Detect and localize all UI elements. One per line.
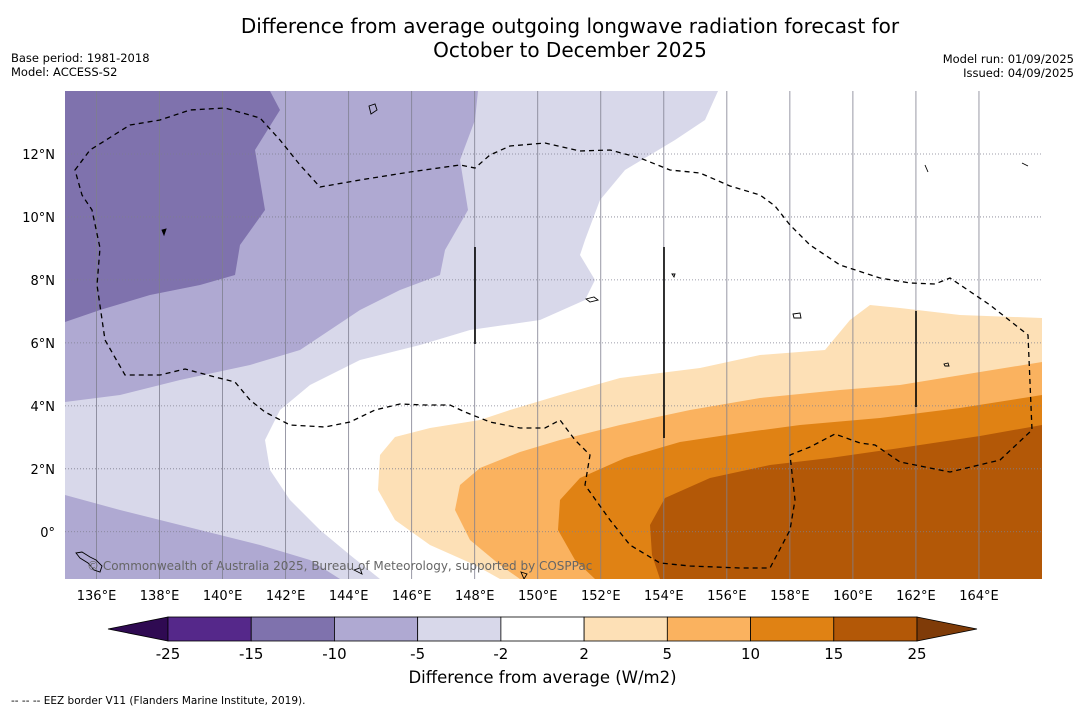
lon-tick-label: 136°E	[77, 589, 117, 604]
colorbar-cell	[417, 616, 502, 642]
meta-left: Base period: 1981-2018 Model: ACCESS-S2	[11, 51, 150, 79]
lat-tick-label: 0°	[40, 526, 55, 541]
island-outline	[584, 296, 600, 303]
region-minus10-to-minus5-south	[65, 495, 340, 579]
lat-tick-label: 6°N	[31, 337, 56, 352]
lat-tick-label: 10°N	[22, 211, 55, 226]
lon-tick-label: 160°E	[833, 589, 873, 604]
island-outline	[1021, 162, 1029, 167]
eez-border	[74, 107, 1033, 569]
lon-tick-label: 158°E	[770, 589, 810, 604]
lon-tick-label: 164°E	[959, 589, 999, 604]
lat-tick-label: 4°N	[31, 400, 56, 415]
lon-tick-label: 162°E	[896, 589, 936, 604]
colorbar-tick-label: -15	[239, 645, 264, 663]
colorbar-extend-low	[107, 616, 169, 642]
issued-date: Issued: 04/09/2025	[963, 66, 1074, 80]
longitude-tick-labels: 136°E 138°E 140°E 142°E 144°E 146°E 148°E 150°E…	[77, 589, 999, 604]
lon-tick-label: 140°E	[203, 589, 243, 604]
island-outline	[924, 164, 929, 173]
meta-right: Model run: 01/09/2025 Issued: 04/09/2025	[943, 52, 1074, 80]
model-name: Model: ACCESS-S2	[11, 65, 118, 79]
colorbar-title: Difference from average (W/m2)	[408, 668, 677, 687]
colorbar-cell	[334, 616, 419, 642]
chart-title: Difference from average outgoing longwav…	[0, 14, 1085, 62]
lat-tick-label: 12°N	[22, 148, 55, 163]
region-minus15-to-minus10	[65, 91, 280, 322]
lon-tick-label: 156°E	[707, 589, 747, 604]
lon-tick-label: 152°E	[581, 589, 621, 604]
island-outline	[368, 103, 378, 115]
island-outline	[520, 571, 528, 579]
colorbar-tick-label: 2	[579, 645, 589, 663]
island-outline	[792, 312, 802, 319]
colorbar-cell	[250, 616, 335, 642]
colorbar-tick-label: 25	[907, 645, 926, 663]
title-line-1: Difference from average outgoing longwav…	[240, 14, 900, 38]
latitude-tick-labels: 12°N 10°N 8°N 6°N 4°N 2°N 0°	[22, 148, 55, 541]
lon-tick-label: 142°E	[266, 589, 306, 604]
lon-tick-label: 144°E	[329, 589, 369, 604]
model-run: Model run: 01/09/2025	[942, 52, 1074, 66]
island-outline	[943, 362, 950, 367]
island-outline	[352, 567, 363, 575]
lat-tick-label: 8°N	[31, 274, 56, 289]
colorbar-cell	[666, 616, 751, 642]
colorbar: -25 -15 -10 -5 -2 2 5 10 15 25	[107, 616, 978, 663]
lon-tick-label: 148°E	[455, 589, 495, 604]
lon-tick-label: 150°E	[518, 589, 558, 604]
gridlines	[65, 91, 1042, 579]
island-outline	[75, 551, 103, 573]
eez-legend-note: -- -- -- EEZ border V11 (Flanders Marine…	[11, 695, 306, 707]
island-outline	[161, 228, 167, 237]
colorbar-tick-label: 10	[741, 645, 760, 663]
island-outline	[671, 273, 676, 279]
lon-tick-label: 146°E	[392, 589, 432, 604]
colorbar-tick-label: 5	[663, 645, 673, 663]
title-line-2: October to December 2025	[433, 38, 707, 62]
colorbar-tick-label: -5	[410, 645, 425, 663]
colorbar-extend-high	[916, 616, 978, 642]
lon-tick-label: 138°E	[140, 589, 180, 604]
colorbar-cell	[750, 616, 835, 642]
copyright-notice: © Commonwealth of Australia 2025, Bureau…	[87, 559, 592, 573]
boundary-segments	[474, 247, 917, 438]
colorbar-tick-label: -10	[322, 645, 347, 663]
base-period: Base period: 1981-2018	[11, 51, 150, 65]
lat-tick-label: 2°N	[31, 463, 56, 478]
colorbar-cell	[833, 616, 918, 642]
colorbar-tick-label: -2	[493, 645, 508, 663]
colorbar-cell	[167, 616, 252, 642]
map-plot-area: © Commonwealth of Australia 2025, Bureau…	[65, 91, 1042, 579]
region-15-to-25	[650, 425, 1042, 579]
colorbar-tick-label: -25	[156, 645, 181, 663]
lon-tick-label: 154°E	[644, 589, 684, 604]
colorbar-tick-label: 15	[824, 645, 843, 663]
island-outlines	[75, 103, 1029, 579]
colorbar-cell	[500, 616, 585, 642]
colorbar-cell	[583, 616, 668, 642]
